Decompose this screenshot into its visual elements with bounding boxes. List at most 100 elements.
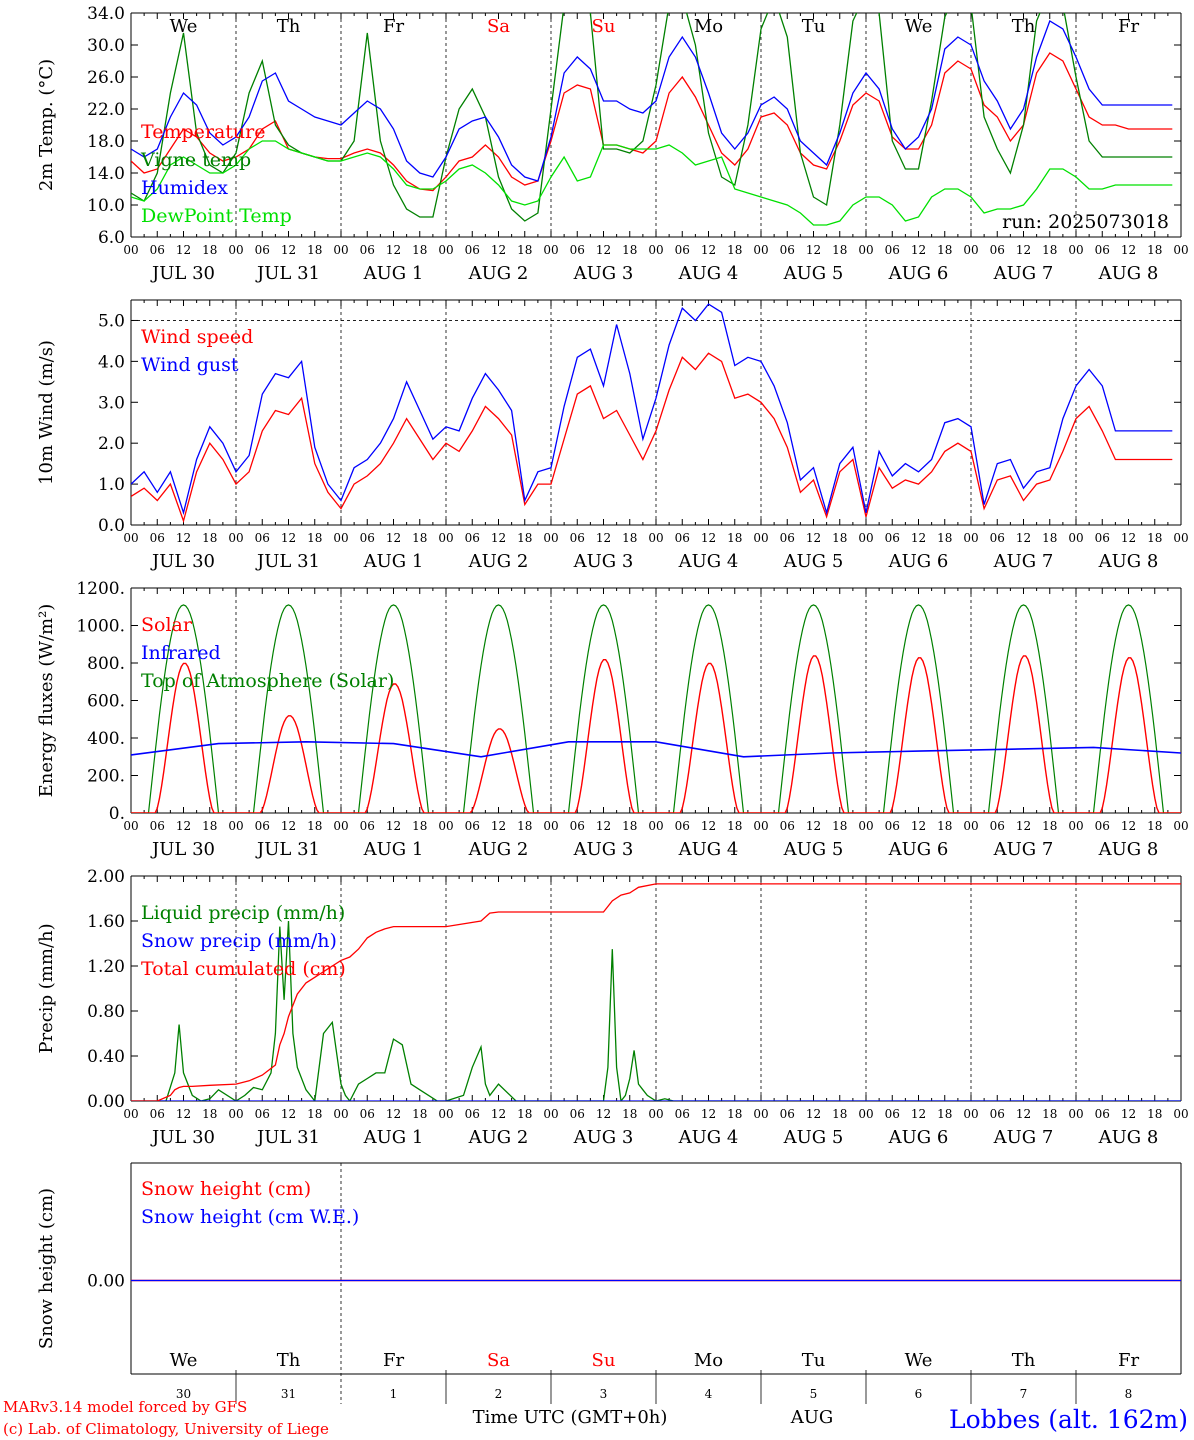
panel-wind: 00 06 12 18 00 06 12 18 00 06 12 18 00 06 12 18 00 06 12 18…	[36, 299, 1189, 572]
y-tick-label: 1.60	[87, 912, 125, 932]
day-of-week: We	[170, 1350, 198, 1371]
date-label: AUG 1	[363, 1127, 424, 1148]
hour-label: 00	[753, 243, 768, 257]
y-tick-label: 800.	[87, 654, 125, 674]
hour-label: 00	[858, 1107, 873, 1121]
legend-entry: DewPoint Temp	[141, 205, 292, 227]
date-label: AUG 2	[468, 551, 529, 572]
y-tick-label: 1000.	[76, 617, 125, 637]
date-label: AUG 3	[573, 551, 634, 572]
date-label: AUG 5	[783, 551, 844, 572]
hour-label: 00	[228, 819, 243, 833]
legend-entry: Vigne temp	[140, 149, 251, 171]
y-tick-label: 34.0	[87, 4, 125, 24]
series-dewpoint-temp	[131, 140, 1173, 226]
hour-label: 06	[360, 819, 375, 833]
hour-label: 18	[307, 819, 322, 833]
hour-label: 12	[596, 819, 611, 833]
hour-label: 00	[333, 819, 348, 833]
hour-label: 06	[360, 243, 375, 257]
y-tick-label: 10.0	[87, 196, 125, 216]
hour-label: 06	[570, 531, 585, 545]
y-axis-label: Snow height (cm)	[36, 1188, 57, 1349]
hour-label: 18	[1042, 243, 1057, 257]
hour-label: 12	[491, 243, 506, 257]
hour-label: 00	[858, 819, 873, 833]
y-tick-label: 1.20	[87, 957, 125, 977]
date-label: AUG 1	[363, 263, 424, 284]
hour-label: 12	[176, 1107, 191, 1121]
hour-label: 18	[412, 1107, 427, 1121]
legend-entry: Liquid precip (mm/h)	[141, 902, 345, 924]
hour-label: 18	[1147, 1107, 1162, 1121]
date-label: JUL 31	[255, 263, 320, 284]
hour-label: 06	[255, 819, 270, 833]
hour-label: 06	[360, 1107, 375, 1121]
hour-label: 06	[780, 243, 795, 257]
day-number: 3	[600, 1387, 608, 1401]
y-tick-label: 600.	[87, 692, 125, 712]
hour-label: 06	[990, 243, 1005, 257]
hour-label: 18	[517, 531, 532, 545]
date-label: AUG 7	[993, 263, 1054, 284]
date-label: AUG 6	[888, 263, 949, 284]
y-axis-label: Precip (mm/h)	[36, 923, 57, 1053]
y-tick-label: 3.0	[98, 393, 125, 413]
hour-label: 12	[281, 531, 296, 545]
panel-temperature: 00 06 12 18 00 06 12 18 00 06 12 18 00 06 12 18 00 06 12 18…	[36, 4, 1189, 284]
day-of-week: We	[905, 1350, 933, 1371]
hour-label: 18	[727, 531, 742, 545]
hour-label: 00	[1173, 531, 1188, 545]
day-of-week: We	[170, 16, 198, 37]
date-label: AUG 1	[363, 551, 424, 572]
hour-label: 00	[438, 819, 453, 833]
date-label: JUL 30	[150, 551, 215, 572]
hour-label: 00	[1068, 243, 1083, 257]
day-of-week: Su	[592, 16, 616, 37]
hour-label: 12	[1016, 243, 1031, 257]
hour-label: 12	[596, 243, 611, 257]
hour-label: 12	[281, 819, 296, 833]
y-tick-label: 18.0	[87, 132, 125, 152]
hour-label: 00	[543, 531, 558, 545]
day-number: 8	[1125, 1387, 1133, 1401]
series-infrared	[131, 740, 1181, 758]
date-label: AUG 3	[573, 263, 634, 284]
hour-label: 12	[1016, 531, 1031, 545]
date-label: AUG 5	[783, 263, 844, 284]
hour-label: 18	[727, 819, 742, 833]
day-of-week: Fr	[383, 16, 404, 37]
y-tick-label: 1200.	[76, 579, 125, 599]
day-of-week: Th	[277, 16, 301, 37]
y-tick-label: 4.0	[98, 352, 125, 372]
y-axis-label: 2m Temp. (°C)	[36, 59, 57, 191]
plot-area	[131, 604, 1181, 813]
legend-entry: Wind speed	[141, 326, 253, 348]
hour-label: 06	[1095, 819, 1110, 833]
hour-label: 18	[1147, 243, 1162, 257]
credit-model: MARv3.14 model forced by GFS	[3, 1398, 247, 1416]
hour-label: 00	[858, 531, 873, 545]
hour-label: 06	[780, 531, 795, 545]
hour-label: 06	[150, 531, 165, 545]
y-tick-label: 0.0	[98, 516, 125, 536]
legend-entry: Wind gust	[141, 354, 239, 376]
date-label: JUL 30	[150, 263, 215, 284]
hour-label: 06	[675, 819, 690, 833]
legend-entry: Top of Atmosphere (Solar)	[141, 670, 394, 692]
hour-label: 18	[412, 243, 427, 257]
date-label: AUG 2	[468, 1127, 529, 1148]
date-label: AUG 4	[678, 839, 739, 860]
hour-label: 18	[937, 1107, 952, 1121]
y-axis-label: Energy fluxes (W/m²)	[36, 604, 57, 798]
hour-label: 12	[806, 819, 821, 833]
hour-label: 12	[176, 819, 191, 833]
hour-label: 00	[333, 243, 348, 257]
legend-entry: Infrared	[141, 642, 221, 664]
hour-label: 00	[963, 243, 978, 257]
hour-label: 12	[911, 1107, 926, 1121]
date-label: AUG 7	[993, 551, 1054, 572]
hour-label: 00	[438, 531, 453, 545]
day-of-week: Fr	[1118, 16, 1139, 37]
y-tick-label: 0.00	[87, 1092, 125, 1112]
